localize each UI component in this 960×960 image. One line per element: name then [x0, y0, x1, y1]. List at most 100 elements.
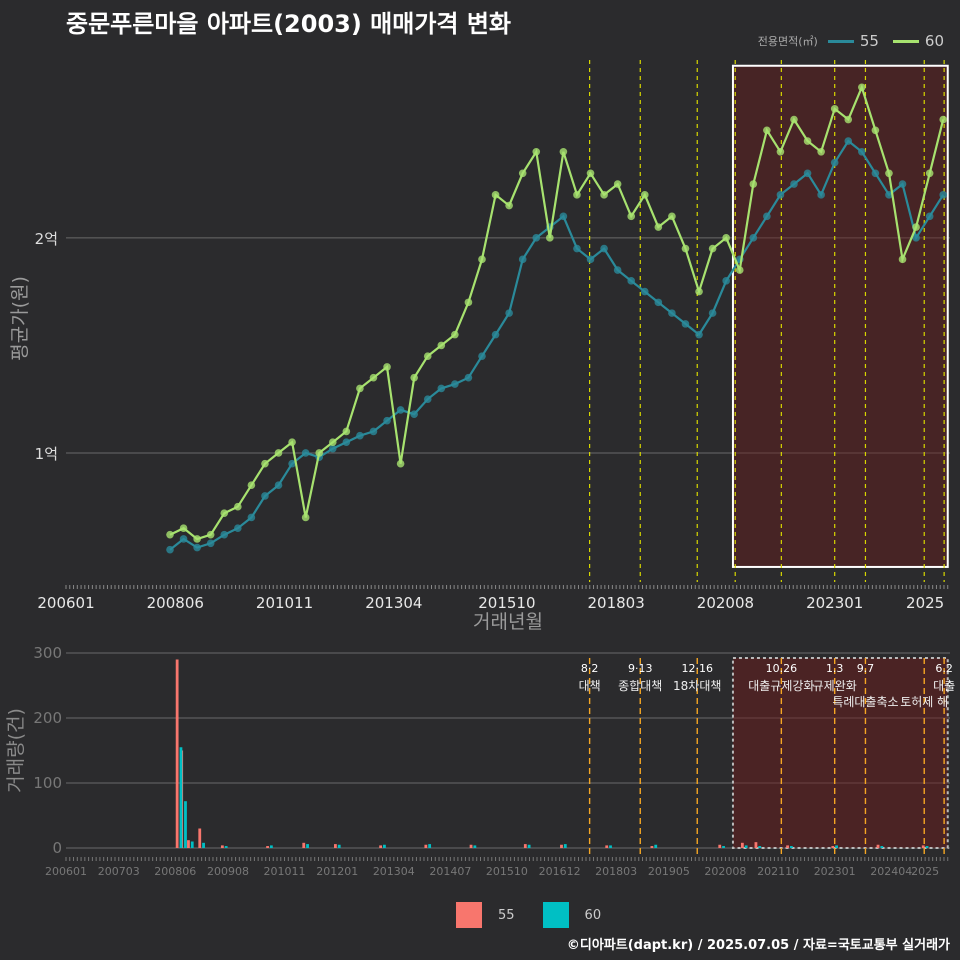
bar-y-axis-title: 거래량(건): [5, 708, 27, 793]
data-point-60: [478, 255, 486, 264]
policy-event-label: 토허제 해: [900, 695, 948, 709]
bar-60: [835, 845, 838, 848]
bar-55: [334, 844, 337, 848]
bar-55: [220, 845, 224, 848]
bar-60: [609, 845, 612, 848]
data-point-60: [179, 524, 188, 533]
highlight-box: [731, 64, 949, 568]
bar-x-tick-label: 200908: [207, 865, 249, 878]
bar-55: [560, 844, 563, 848]
credit-text: ©디아파트(dapt.kr) / 2025.07.05 / 자료=국토교통부 실…: [566, 938, 950, 953]
chart-title: 중문푸른마을 아파트(2003) 매매가격 변화: [66, 10, 511, 38]
policy-event-label: 18차대책: [673, 678, 721, 693]
policy-event-label: 규제완화: [813, 679, 857, 693]
data-point-55: [844, 137, 853, 145]
data-point-60: [356, 384, 364, 393]
x-tick-label: 202008: [697, 594, 754, 612]
policy-event-date: 12·16: [681, 662, 713, 675]
data-point-55: [274, 481, 283, 490]
data-point-55: [573, 244, 581, 253]
bar-60: [306, 844, 309, 848]
data-point-60: [301, 513, 310, 522]
bar-55: [469, 844, 473, 848]
legend-title: 전용면적(㎡): [757, 35, 818, 48]
data-point-55: [790, 180, 798, 188]
bar-y-tick-label: 200: [33, 709, 62, 727]
data-point-55: [532, 234, 541, 242]
bar-60: [184, 801, 187, 848]
data-point-55: [478, 352, 486, 360]
bar-55: [921, 845, 925, 848]
data-point-60: [654, 223, 663, 231]
data-point-55: [383, 416, 391, 425]
bottom-legend: 55 60: [456, 902, 621, 928]
bar-60: [789, 846, 793, 848]
data-point-60: [383, 363, 391, 371]
bar-x-tick-label: 202110: [757, 865, 799, 878]
bar-60: [428, 844, 432, 848]
data-point-60: [234, 502, 242, 511]
data-point-60: [898, 255, 907, 264]
bottom-legend-label-55: 55: [498, 907, 515, 923]
data-point-55: [613, 266, 622, 274]
bar-x-tick-label: 2025: [911, 865, 939, 878]
bar-60: [744, 845, 748, 848]
data-point-55: [668, 309, 676, 317]
data-point-60: [939, 115, 948, 124]
x-axis-title: 거래년월: [473, 611, 543, 633]
data-point-55: [451, 380, 459, 388]
bar-y-tick-label: 0: [52, 839, 62, 857]
bar-55: [379, 845, 383, 848]
data-point-55: [858, 147, 866, 156]
policy-event-label: 대책: [579, 678, 601, 693]
data-point-60: [695, 287, 703, 296]
y-tick-label: 1억: [35, 445, 58, 463]
data-point-60: [668, 212, 676, 221]
policy-event-date: 1.3: [826, 662, 844, 675]
data-point-55: [559, 212, 568, 221]
policy-event-label: 대출규제강화: [748, 679, 814, 693]
data-point-55: [179, 535, 188, 543]
bar-x-tick-label: 202301: [814, 865, 856, 878]
data-point-60: [451, 330, 459, 339]
data-point-55: [749, 234, 758, 242]
x-tick-label: 202301: [806, 594, 863, 612]
data-point-55: [925, 212, 934, 221]
data-point-60: [410, 373, 418, 382]
bar-x-tick-label: 201803: [595, 865, 637, 878]
legend-label-55: 55: [859, 32, 879, 50]
bar-60: [722, 846, 725, 848]
bar-55: [740, 842, 744, 848]
bar-55: [786, 845, 789, 848]
data-point-60: [763, 126, 771, 135]
data-point-55: [681, 320, 690, 328]
policy-event-date: 10.26: [766, 662, 798, 675]
bottom-legend-swatch-55: [456, 902, 482, 928]
data-point-55: [871, 169, 880, 178]
x-tick-label: 201803: [588, 594, 645, 612]
bar-x-tick-label: 200806: [154, 865, 196, 878]
y-tick-label: 2억: [35, 230, 58, 248]
data-point-60: [261, 459, 269, 468]
data-point-60: [817, 147, 825, 156]
data-point-60: [396, 459, 405, 468]
data-point-60: [871, 126, 880, 135]
data-point-55: [247, 513, 256, 522]
x-tick-label: 200806: [147, 594, 204, 612]
data-point-60: [912, 223, 920, 231]
data-point-55: [261, 492, 269, 500]
data-point-60: [505, 201, 513, 210]
data-point-60: [342, 427, 351, 436]
data-point-55: [817, 191, 825, 199]
data-point-55: [505, 309, 513, 317]
data-point-60: [830, 104, 839, 113]
data-point-60: [885, 169, 893, 178]
top-legend: 전용면적(㎡) 55 60: [758, 32, 952, 50]
data-point-55: [518, 255, 527, 264]
data-point-55: [423, 395, 432, 403]
bar-x-tick-label: 200601: [45, 865, 87, 878]
bar-60: [880, 846, 884, 848]
data-point-60: [735, 266, 744, 274]
bar-60: [190, 841, 194, 848]
